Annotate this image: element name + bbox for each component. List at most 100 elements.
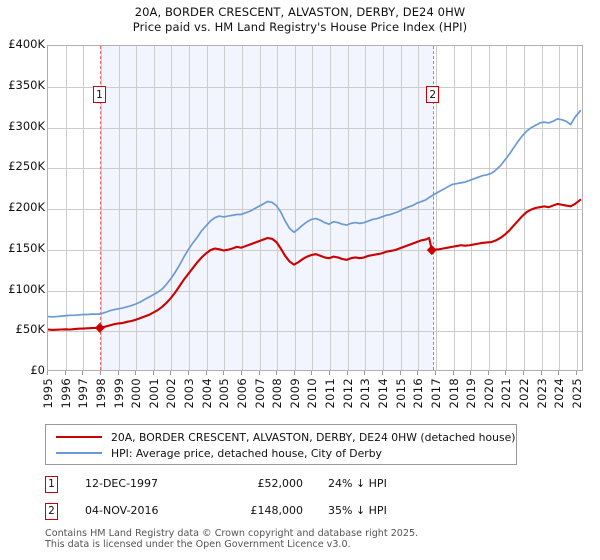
gridline-vertical <box>224 46 225 370</box>
gridline-vertical <box>171 46 172 370</box>
x-axis-tick-label: 1998 <box>93 378 108 409</box>
chart-sale-markers <box>94 245 437 333</box>
event-line-1 <box>100 46 101 370</box>
gridline-vertical <box>418 46 419 370</box>
x-axis-tick <box>294 371 295 375</box>
x-axis-tick <box>453 371 454 375</box>
y-axis-tick-label: £100K <box>8 281 45 296</box>
gridline-vertical <box>471 46 472 370</box>
x-axis-tick-label: 2013 <box>358 378 373 409</box>
x-axis-tick <box>382 371 383 375</box>
gridline-vertical <box>542 46 543 370</box>
x-axis-tick <box>364 371 365 375</box>
x-axis-tick-label: 2021 <box>499 378 514 409</box>
gridline-vertical <box>119 46 120 370</box>
x-axis-tick-label: 2025 <box>569 378 584 409</box>
gridline-vertical <box>330 46 331 370</box>
event-line-2 <box>433 46 434 370</box>
transaction-hpi-delta-2: 35% ↓ HPI <box>328 504 387 517</box>
gridline-vertical <box>383 46 384 370</box>
gridline-vertical <box>295 46 296 370</box>
gridline-horizontal <box>48 209 582 210</box>
x-axis-tick-label: 2009 <box>287 378 302 409</box>
x-axis-tick-label: 2005 <box>217 378 232 409</box>
transaction-date-1: 12-DEC-1997 <box>85 477 159 490</box>
x-axis-tick-label: 2008 <box>270 378 285 409</box>
x-axis-tick-label: 2024 <box>552 378 567 409</box>
gridline-vertical <box>365 46 366 370</box>
x-axis-tick <box>505 371 506 375</box>
x-axis-tick <box>135 371 136 375</box>
y-axis-tick-label: £150K <box>8 240 45 255</box>
x-axis-tick <box>541 371 542 375</box>
page-title: 20A, BORDER CRESCENT, ALVASTON, DERBY, D… <box>0 5 600 35</box>
gridline-vertical <box>489 46 490 370</box>
y-axis-tick-label: £350K <box>8 77 45 92</box>
transaction-number-2: 2 <box>45 503 58 520</box>
gridline-horizontal <box>48 250 582 251</box>
footer-line-2: This data is licensed under the Open Gov… <box>45 539 351 550</box>
transaction-number-1: 1 <box>45 476 58 493</box>
price-history-chart: £0 £50K £100K £150K £200K £250K £300K £350K £400… <box>8 37 584 409</box>
x-axis-tick <box>118 371 119 375</box>
transaction-row-1[interactable]: 1 12-DEC-1997 £52,000 24% ↓ HPI <box>45 476 545 494</box>
x-axis-tick <box>170 371 171 375</box>
transaction-row-2[interactable]: 2 04-NOV-2016 £148,000 35% ↓ HPI <box>45 503 545 521</box>
transaction-price-1: £52,000 <box>257 477 304 490</box>
x-axis-tick-label: 1999 <box>111 378 126 409</box>
chart-series-lines <box>48 46 582 370</box>
gridline-horizontal <box>48 128 582 129</box>
gridline-vertical <box>207 46 208 370</box>
gridline-horizontal <box>48 291 582 292</box>
x-axis-tick <box>558 371 559 375</box>
gridline-vertical <box>401 46 402 370</box>
x-axis-tick-label: 2015 <box>393 378 408 409</box>
x-axis-tick-label: 2002 <box>164 378 179 409</box>
x-axis-tick-label: 2000 <box>129 378 144 409</box>
legend-swatch-hpi <box>56 452 102 454</box>
gridline-horizontal <box>48 87 582 88</box>
transaction-date-2: 04-NOV-2016 <box>85 504 159 517</box>
chart-event-box-1[interactable]: 1 <box>93 86 106 103</box>
x-axis-tick-label: 1997 <box>76 378 91 409</box>
y-axis-tick-label: £0 <box>30 363 45 377</box>
x-axis-tick <box>47 371 48 375</box>
x-axis-tick-label: 2012 <box>340 378 355 409</box>
gridline-vertical <box>154 46 155 370</box>
x-axis-tick-label: 2004 <box>199 378 214 409</box>
gridline-vertical <box>454 46 455 370</box>
legend-swatch-property <box>56 436 102 438</box>
gridline-vertical <box>136 46 137 370</box>
footer-line-1: Contains HM Land Registry data © Crown c… <box>45 528 419 539</box>
x-axis-tick <box>223 371 224 375</box>
gridline-vertical <box>577 46 578 370</box>
x-axis-tick <box>82 371 83 375</box>
legend-label-hpi: HPI: Average price, detached house, City… <box>111 446 382 460</box>
x-axis-tick-label: 2023 <box>534 378 549 409</box>
gridline-vertical <box>101 46 102 370</box>
legend-item-property: 20A, BORDER CRESCENT, ALVASTON, DERBY, D… <box>46 429 516 445</box>
x-axis-tick <box>241 371 242 375</box>
x-axis-tick-label: 2022 <box>517 378 532 409</box>
gridline-vertical <box>312 46 313 370</box>
x-axis-tick-label: 1996 <box>58 378 73 409</box>
x-axis-tick <box>276 371 277 375</box>
gridline-vertical <box>524 46 525 370</box>
chart-legend: 20A, BORDER CRESCENT, ALVASTON, DERBY, D… <box>45 424 517 465</box>
chart-plot-area <box>47 45 583 371</box>
gridline-vertical <box>506 46 507 370</box>
transaction-hpi-delta-1: 24% ↓ HPI <box>328 477 387 490</box>
x-axis-tick <box>576 371 577 375</box>
x-axis-tick <box>206 371 207 375</box>
gridline-vertical <box>83 46 84 370</box>
x-axis-tick <box>523 371 524 375</box>
y-axis-tick-label: £400K <box>8 37 45 51</box>
legend-label-property: 20A, BORDER CRESCENT, ALVASTON, DERBY, D… <box>111 430 516 444</box>
gridline-horizontal <box>48 331 582 332</box>
gridline-vertical <box>559 46 560 370</box>
x-axis-tick-label: 2020 <box>481 378 496 409</box>
chart-event-box-2[interactable]: 2 <box>426 86 440 103</box>
x-axis-tick-label: 2016 <box>411 378 426 409</box>
title-line-2: Price paid vs. HM Land Registry's House … <box>132 20 468 34</box>
x-axis-tick <box>435 371 436 375</box>
